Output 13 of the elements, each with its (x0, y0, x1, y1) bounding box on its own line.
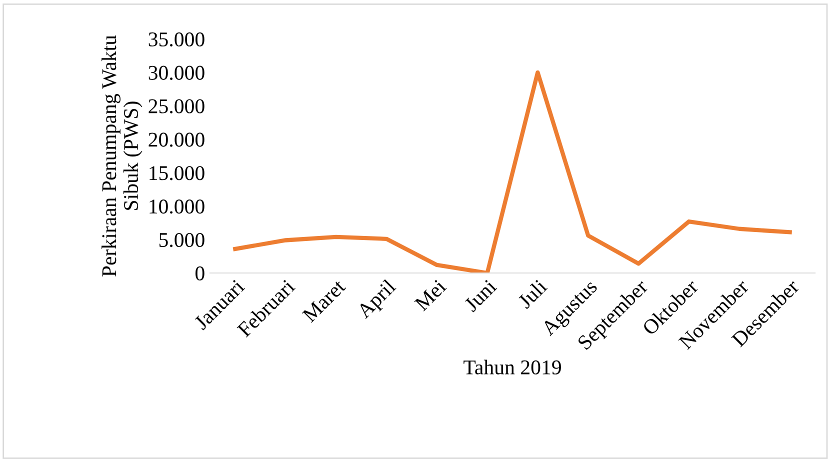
y-tick-label: 20.000 (148, 132, 204, 147)
y-tick-label: 0 (196, 266, 204, 280)
y-tick-label: 5.000 (159, 232, 204, 248)
y-tick-label: 10.000 (150, 200, 204, 214)
x-tick-label: Mei (414, 278, 447, 312)
y-tick-label: 35.000 (148, 32, 204, 47)
x-axis-title: Tahun 2019 (464, 360, 561, 374)
x-tick-label: Juni (464, 278, 498, 312)
y-axis-title: Perkiraan Penumpang Waktu Sibuk (PWS) (102, 35, 142, 276)
y-tick-label: 15.000 (150, 166, 204, 180)
y-tick-label: 25.000 (148, 99, 204, 114)
line-series (233, 70, 792, 273)
y-tick-label: 30.000 (148, 66, 204, 80)
